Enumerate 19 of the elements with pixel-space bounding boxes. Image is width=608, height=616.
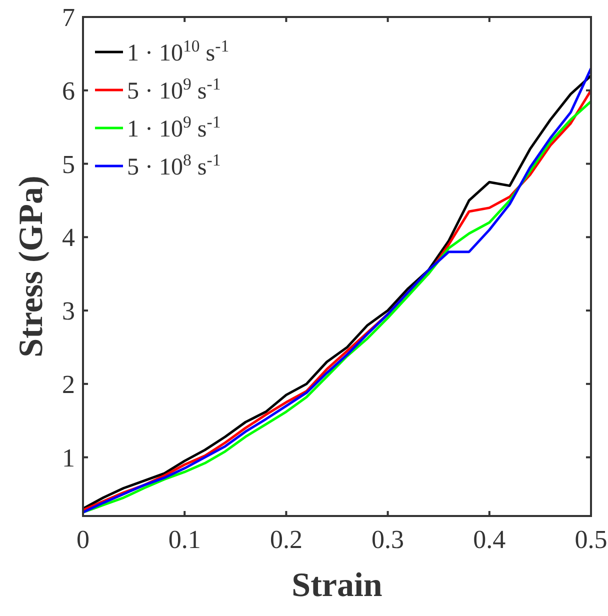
x-tick-label: 0.3 — [372, 525, 404, 554]
x-tick-label: 0.4 — [473, 525, 506, 554]
y-tick-label: 4 — [62, 223, 75, 252]
y-tick-label: 1 — [62, 443, 75, 472]
y-tick-label: 5 — [62, 150, 75, 179]
x-tick-label: 0 — [76, 525, 90, 554]
x-tick-label: 0.5 — [574, 525, 608, 554]
legend-label: 1 · 10$^{9}$ s$^{-1}$ — [127, 112, 221, 142]
y-tick-label: 3 — [62, 296, 75, 326]
x-tick-label: 0.1 — [168, 525, 201, 554]
y-tick-label: 2 — [62, 370, 75, 400]
y-axis-title: Stress (GPa) — [13, 176, 50, 358]
legend-label: 1 · 10$^{10}$ s$^{-1}$ — [127, 36, 230, 66]
x-tick-label: 0.2 — [270, 525, 302, 554]
legend-label: 5 · 10$^{9}$ s$^{-1}$ — [127, 74, 221, 104]
legend-label: 5 · 10$^{8}$ s$^{-1}$ — [127, 150, 221, 180]
x-axis-title: Strain — [292, 567, 382, 604]
y-tick-label: 6 — [62, 76, 75, 106]
y-tick-label: 7 — [62, 3, 75, 32]
